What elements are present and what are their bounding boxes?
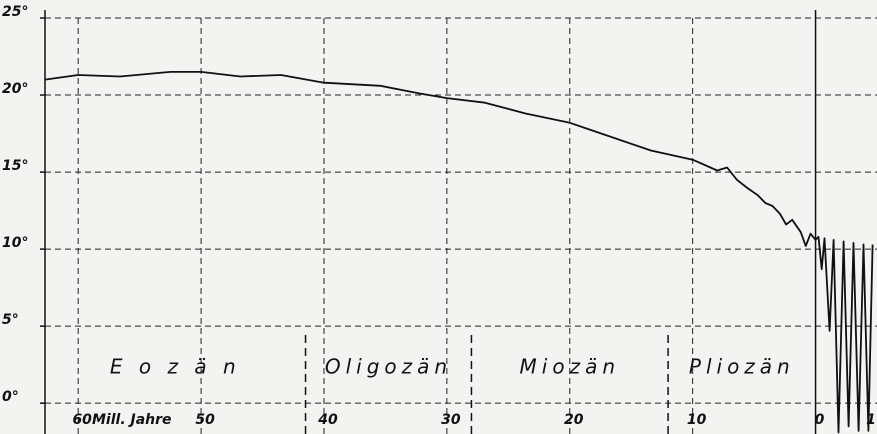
x-tick-label: 50 — [195, 412, 215, 428]
x-tick-label: 0 — [815, 412, 825, 428]
x-tick-label: 30 — [441, 412, 461, 428]
y-tick-label: 5° — [2, 312, 19, 328]
epoch-label: Oligozän — [325, 355, 452, 379]
temperature-line — [44, 71, 874, 434]
x-tick-label: 40 — [317, 412, 338, 428]
x-tick-label: 10 — [687, 412, 707, 428]
axis-unit: Mill. Jahre — [92, 412, 172, 428]
epoch-label: E o z ä n — [110, 355, 241, 379]
y-tick-label: 0° — [2, 389, 19, 405]
y-tick-label: 20° — [2, 81, 28, 97]
x-tick-label: 20 — [564, 412, 584, 428]
y-tick-label: 15° — [2, 158, 28, 174]
y-tick-label: 25° — [2, 4, 28, 20]
epoch-label: Miozän — [520, 355, 620, 379]
epoch-label: Pliozän — [689, 355, 795, 379]
x-tick-label: 60 — [72, 412, 92, 428]
y-tick-label: 10° — [2, 235, 28, 251]
end-label: 1 — [866, 412, 876, 428]
